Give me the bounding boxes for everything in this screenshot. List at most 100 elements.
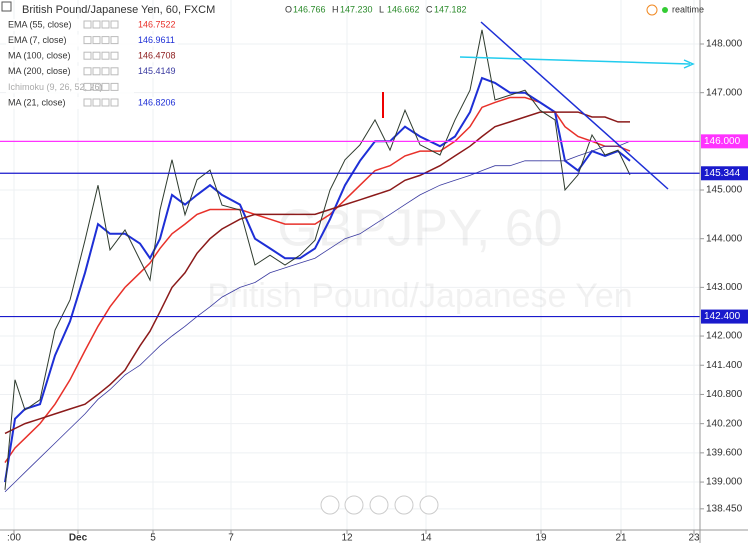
y-tick-label: 145.000 (706, 185, 743, 196)
legend-icon (101, 82, 110, 91)
nav-button[interactable] (344, 495, 364, 515)
legend-icon (92, 67, 101, 76)
collapse-icon[interactable] (1, 1, 12, 12)
plot-area (0, 29, 700, 493)
legend-name: EMA (55, close) (8, 19, 72, 29)
legend-name: Ichimoku (9, 26, 52, 26) (8, 82, 103, 92)
nav-button[interactable] (320, 495, 340, 515)
legend-bg (6, 50, 178, 63)
x-tick-label: 12 (341, 533, 353, 543)
legend-icon (110, 20, 119, 29)
x-tick-label: 21 (615, 533, 627, 543)
legend-icon (92, 82, 101, 91)
ohlc-key: C (426, 4, 433, 14)
x-tick-label: 5 (150, 533, 156, 543)
legend-icon (101, 67, 110, 76)
legend: British Pound/Japanese Yen, 60, FXCM rea… (1, 1, 704, 109)
legend-icon (101, 20, 110, 29)
legend-icon (83, 82, 92, 91)
legend-icon (92, 20, 101, 29)
ohlc-value: 146.766 (293, 4, 326, 14)
y-tick-label: 140.800 (706, 389, 743, 400)
x-tick-label: 7 (228, 533, 234, 543)
ohlc-value: 147.182 (434, 4, 467, 14)
price-label-box (701, 134, 748, 149)
y-tick-label: 140.200 (706, 418, 743, 429)
grid (0, 0, 700, 530)
legend-icon (101, 36, 110, 45)
indicator-line (4, 111, 630, 435)
ohlc-key: L (379, 4, 384, 14)
y-tick-label: 141.400 (706, 360, 743, 371)
legend-value: 146.9611 (138, 35, 175, 45)
watermark: GBPJPY, 60 (277, 200, 562, 258)
legend-bg (6, 34, 178, 47)
y-tick-label: 147.000 (706, 87, 743, 98)
legend-icon (110, 67, 119, 76)
legend-bg (6, 97, 178, 109)
x-tick-label: 14 (420, 533, 432, 543)
y-tick-label: 142.000 (706, 331, 743, 342)
nav-button[interactable] (419, 495, 439, 515)
legend-bg (6, 65, 178, 78)
legend-icon (83, 98, 92, 107)
legend-icon (83, 36, 92, 45)
watermark: British Pound/Japanese Yen (207, 277, 632, 315)
y-tick-label: 138.450 (706, 503, 743, 514)
legend-icon (101, 98, 110, 107)
legend-value: 146.7522 (138, 19, 176, 29)
legend-name: EMA (7, close) (8, 35, 67, 45)
legend-name: MA (21, close) (8, 97, 66, 107)
status-icon (646, 4, 658, 16)
price-label-box (701, 166, 748, 181)
legend-name: MA (100, close) (8, 51, 71, 61)
status: realtime (672, 4, 704, 14)
trend-arrow (459, 56, 691, 65)
y-tick-label: 143.000 (706, 282, 743, 293)
status-dot (662, 7, 668, 13)
indicator-line (4, 76, 631, 483)
y-tick-label: 148.000 (706, 39, 743, 50)
legend-icon (110, 98, 119, 107)
legend-icon (110, 36, 119, 45)
axis-labels: 148.000 147.000 145.000 144.000 143.000 142.0… (7, 39, 748, 543)
legend-value: 146.4708 (138, 51, 176, 61)
y-tick-label: 144.000 (706, 233, 743, 244)
indicator-line (4, 140, 631, 493)
legend-icon (110, 51, 119, 60)
chart-title: British Pound/Japanese Yen, 60, FXCM (22, 4, 215, 16)
legend-bg (6, 19, 178, 31)
ohlc-value: 147.230 (340, 4, 373, 14)
legend-icon (101, 51, 110, 60)
trend-line (480, 21, 669, 190)
nav-button[interactable] (369, 495, 389, 515)
legend-icon (110, 82, 119, 91)
legend-icon (83, 51, 92, 60)
navigation (320, 495, 439, 515)
price-label-box (701, 309, 748, 324)
x-tick-label: 19 (535, 533, 547, 543)
x-tick-label: :00 (7, 533, 21, 543)
legend-icon (92, 36, 101, 45)
legend-value: 145.4149 (138, 66, 176, 76)
x-tick-label: 23 (688, 533, 700, 543)
legend-icon (83, 67, 92, 76)
ohlc-key: H (332, 4, 339, 14)
price-label: 146.000 (704, 136, 741, 147)
legend-icon (83, 20, 92, 29)
arrow-head (683, 59, 695, 69)
price-label: 145.344 (704, 168, 741, 179)
price-line (4, 29, 631, 490)
legend-value: 146.8206 (138, 97, 176, 107)
legend-icon (92, 51, 101, 60)
legend-icon (92, 98, 101, 107)
ohlc-key: O (285, 4, 292, 14)
price-label: 142.400 (704, 311, 741, 322)
y-tick-label: 139.000 (706, 477, 743, 488)
x-tick-label: Dec (69, 533, 88, 543)
y-tick-label: 139.600 (706, 447, 743, 458)
legend-name: MA (200, close) (8, 66, 71, 76)
nav-button[interactable] (394, 495, 414, 515)
